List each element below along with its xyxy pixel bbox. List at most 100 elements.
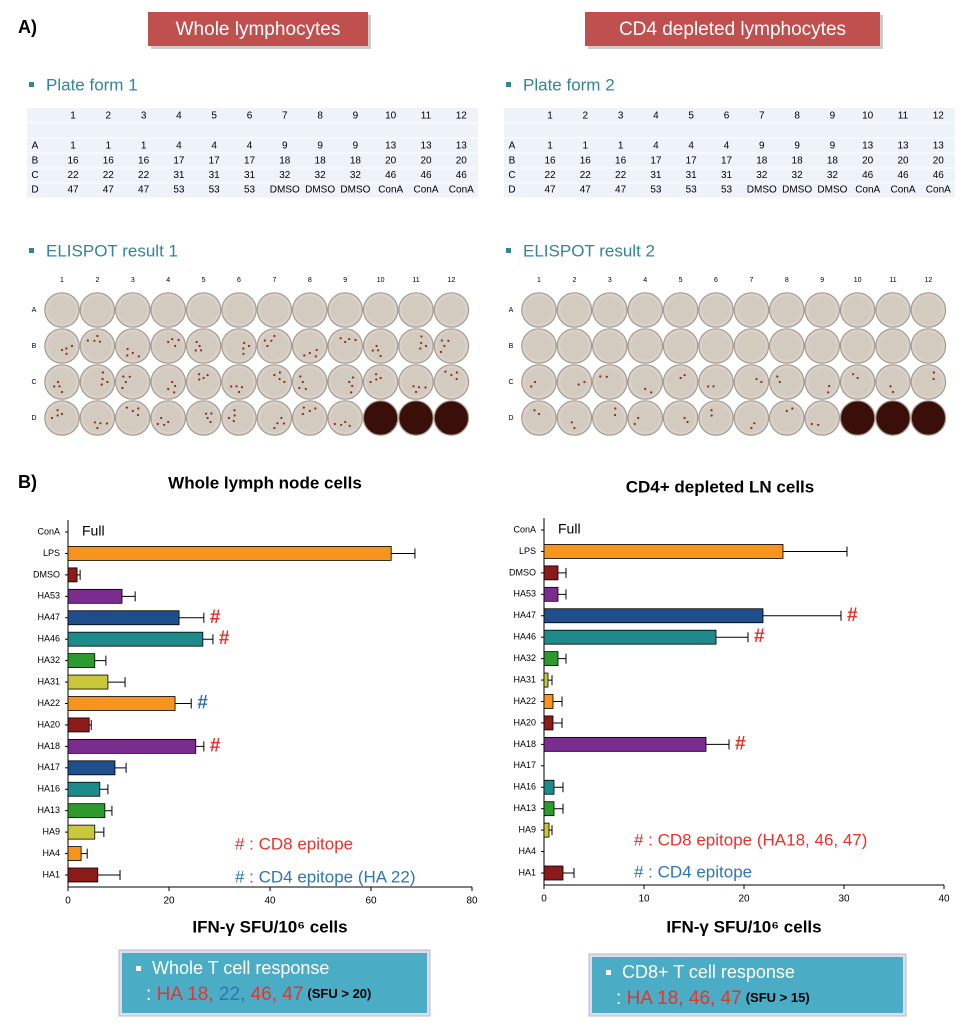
well-inner bbox=[631, 296, 660, 324]
spot bbox=[710, 414, 713, 417]
column-header: 1 bbox=[547, 111, 553, 122]
spot bbox=[278, 377, 281, 381]
panel-label: B) bbox=[18, 472, 37, 492]
y-tick-label: DMSO bbox=[509, 567, 536, 577]
spot bbox=[417, 386, 421, 389]
spot bbox=[209, 420, 212, 424]
spot bbox=[206, 373, 209, 377]
spot bbox=[273, 334, 276, 338]
table-cell: DMSO bbox=[782, 185, 812, 196]
table-cell: 17 bbox=[650, 155, 662, 166]
bar bbox=[543, 822, 550, 838]
spot bbox=[299, 375, 302, 378]
spot bbox=[889, 385, 892, 388]
table-cell: DMSO bbox=[340, 185, 370, 196]
well-column-label: 2 bbox=[95, 277, 99, 284]
well-inner bbox=[914, 368, 943, 396]
spot bbox=[351, 384, 354, 388]
well-inner bbox=[737, 332, 766, 360]
well-inner bbox=[366, 368, 395, 396]
column-header: 11 bbox=[898, 111, 909, 122]
spot bbox=[424, 344, 428, 348]
well-column-label: 7 bbox=[749, 277, 753, 284]
bar bbox=[543, 801, 555, 817]
well-inner bbox=[808, 404, 837, 432]
spot bbox=[778, 380, 781, 384]
bar bbox=[67, 610, 180, 626]
table-cell: 9 bbox=[759, 141, 765, 152]
bar bbox=[67, 738, 197, 754]
y-tick-label: HA46 bbox=[37, 634, 60, 644]
row-header: B bbox=[509, 155, 516, 166]
table-cell: 46 bbox=[456, 170, 468, 181]
bar-label: # bbox=[197, 693, 208, 714]
spot bbox=[750, 426, 753, 430]
well-inner bbox=[808, 296, 837, 324]
well-inner bbox=[189, 332, 218, 360]
well bbox=[398, 400, 434, 436]
well-column-label: 1 bbox=[60, 277, 64, 284]
row-header: A bbox=[509, 141, 516, 152]
well-inner bbox=[295, 404, 324, 432]
spot bbox=[171, 337, 174, 341]
bar bbox=[543, 565, 559, 581]
spot bbox=[131, 409, 134, 413]
well bbox=[362, 400, 399, 436]
panel-label: A) bbox=[18, 17, 37, 37]
y-tick-label: HA13 bbox=[37, 805, 60, 815]
spot bbox=[932, 377, 935, 381]
row-header: D bbox=[508, 185, 515, 196]
x-tick-label: 0 bbox=[65, 896, 71, 907]
table-cell: 17 bbox=[173, 155, 185, 166]
well-column-label: 7 bbox=[272, 277, 276, 284]
summary-line: : HA 18, 22, 46, 47 (SFU > 20) bbox=[146, 984, 371, 1005]
well-inner bbox=[402, 368, 430, 396]
spot bbox=[344, 420, 347, 424]
table-cell: 13 bbox=[897, 141, 909, 152]
error-bar bbox=[114, 762, 127, 773]
spot bbox=[537, 412, 541, 416]
table-cell: 17 bbox=[721, 155, 733, 166]
bar bbox=[67, 846, 82, 861]
bar bbox=[67, 653, 96, 669]
y-tick-label: HA32 bbox=[37, 655, 60, 665]
spot bbox=[177, 338, 180, 342]
bar-label: # bbox=[847, 605, 858, 626]
spot bbox=[101, 377, 104, 381]
column-header: 2 bbox=[106, 111, 112, 122]
spot bbox=[605, 375, 608, 378]
spot bbox=[443, 344, 446, 348]
well-inner bbox=[295, 368, 324, 396]
well-inner bbox=[525, 296, 553, 324]
table-cell: ConA bbox=[926, 185, 951, 196]
spot bbox=[197, 373, 201, 376]
summary-box bbox=[122, 953, 427, 1013]
spot bbox=[348, 380, 351, 384]
well-column-label: 6 bbox=[237, 277, 241, 284]
well-inner bbox=[560, 368, 589, 396]
spot bbox=[455, 377, 458, 381]
table-cell: ConA bbox=[413, 185, 438, 196]
well-inner bbox=[631, 332, 660, 360]
spot bbox=[440, 339, 443, 342]
summary-title: Whole T cell response bbox=[152, 958, 329, 978]
spot bbox=[167, 387, 170, 391]
spot bbox=[160, 416, 163, 420]
spot bbox=[308, 409, 311, 413]
spot bbox=[98, 340, 101, 343]
well-inner bbox=[260, 404, 289, 432]
table-cell: ConA bbox=[378, 185, 403, 196]
spot bbox=[369, 380, 372, 384]
table-cell: 53 bbox=[244, 185, 256, 196]
table-cell: 4 bbox=[724, 141, 730, 152]
well-column-label: 2 bbox=[572, 277, 576, 284]
well-inner bbox=[295, 332, 324, 360]
column-header: 6 bbox=[724, 111, 730, 122]
well-inner bbox=[48, 332, 76, 360]
bar bbox=[543, 544, 784, 559]
bar bbox=[67, 717, 90, 733]
spot bbox=[301, 380, 304, 384]
y-tick-label: LPS bbox=[519, 546, 536, 556]
table-cell: 22 bbox=[580, 170, 592, 181]
well-column-label: 9 bbox=[343, 277, 347, 284]
